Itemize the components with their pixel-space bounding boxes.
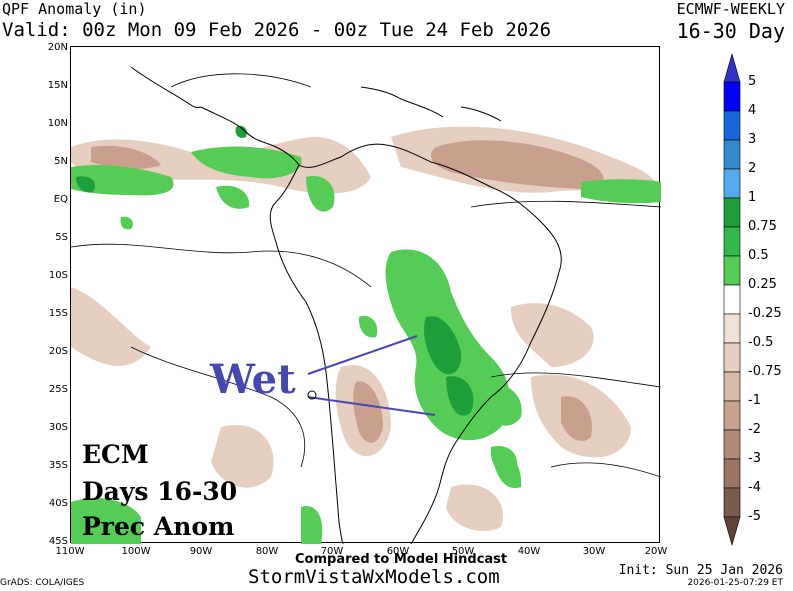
- lat-label: 20S: [48, 346, 68, 357]
- lat-label: 15S: [48, 308, 68, 319]
- forecast-range: 16-30 Day: [676, 19, 785, 43]
- init-time: Init: Sun 25 Jan 2026: [618, 563, 783, 578]
- hindcast-note: Compared to Model Hindcast: [295, 552, 508, 567]
- colorbar-tick-label: 3: [748, 132, 757, 147]
- colorbar-cell: [723, 400, 741, 431]
- colorbar-cap-top: [723, 52, 741, 83]
- colorbar-cell: [723, 458, 741, 489]
- colorbar-tick-label: -3: [748, 451, 761, 466]
- colorbar-cell: [723, 226, 741, 257]
- colorbar-cell: [723, 487, 741, 518]
- colorbar-tick-label: -0.25: [748, 306, 782, 321]
- colorbar-cell: [723, 139, 741, 170]
- colorbar: [723, 52, 741, 547]
- colorbar-cell: [723, 429, 741, 460]
- map-canvas: [71, 66, 661, 544]
- wet-annotation: Wet: [210, 356, 296, 403]
- lon-label: 110W: [55, 546, 85, 557]
- contour-lines: [71, 73, 661, 478]
- colorbar-cell: [723, 110, 741, 141]
- colorbar-cell: [723, 342, 741, 373]
- lon-label: 20W: [644, 546, 668, 557]
- colorbar-tick-label: -4: [748, 480, 761, 495]
- colorbar-tick-label: 0.75: [748, 219, 777, 234]
- overlay-days-label: Days 16-30: [82, 477, 238, 506]
- colorbar-tick-label: 0.25: [748, 277, 777, 292]
- lat-label: 5S: [55, 232, 68, 243]
- lon-label: 70W: [320, 546, 344, 557]
- colorbar-tick-label: 1: [748, 190, 757, 205]
- colorbar-tick-label: -2: [748, 422, 761, 437]
- colorbar-tick-label: 4: [748, 103, 757, 118]
- colorbar-tick-label: 5: [748, 74, 757, 89]
- lon-label: 60W: [386, 546, 410, 557]
- colorbar-tick-label: -0.5: [748, 335, 774, 350]
- lat-label: 40S: [48, 498, 68, 509]
- lat-label: 25S: [48, 384, 68, 395]
- colorbar-cell: [723, 371, 741, 402]
- colorbar-cap-bottom: [723, 516, 741, 547]
- colorbar-cell: [723, 81, 741, 112]
- lon-label: 100W: [121, 546, 151, 557]
- contour-zero-marker: [307, 390, 317, 400]
- lat-label: 5N: [54, 156, 68, 167]
- lat-label: 20N: [47, 42, 68, 53]
- colorbar-tick-label: -0.75: [748, 364, 782, 379]
- lon-label: 50W: [451, 546, 475, 557]
- lat-label: 45S: [48, 536, 68, 547]
- colorbar-tick-label: -1: [748, 393, 761, 408]
- lat-label: 30S: [48, 422, 68, 433]
- lon-label: 90W: [189, 546, 213, 557]
- lat-label: 10S: [48, 270, 68, 281]
- lon-label: 40W: [517, 546, 541, 557]
- colorbar-cell: [723, 313, 741, 344]
- lat-label: 10N: [47, 118, 68, 129]
- lat-label: EQ: [53, 194, 68, 205]
- overlay-field-label: Prec Anom: [82, 512, 235, 541]
- colorbar-cell: [723, 255, 741, 286]
- overlay-model-label: ECM: [82, 440, 149, 469]
- precip-anomaly-map: [70, 46, 661, 544]
- colorbar-cell: [723, 168, 741, 199]
- model-name: ECMWF-WEEKLY: [676, 0, 785, 18]
- coastlines: [130, 66, 562, 544]
- colorbar-tick-label: 0.5: [748, 248, 769, 263]
- site-name: StormVistaWxModels.com: [248, 566, 500, 588]
- lat-label: 35S: [48, 460, 68, 471]
- map-title: QPF Anomaly (in): [2, 0, 147, 18]
- valid-period: Valid: 00z Mon 09 Feb 2026 - 00z Tue 24 …: [2, 19, 552, 41]
- colorbar-cell: [723, 284, 741, 315]
- lat-label: 15N: [47, 80, 68, 91]
- lon-label: 80W: [255, 546, 279, 557]
- lon-label: 30W: [582, 546, 606, 557]
- wet-arrows: [307, 335, 436, 416]
- grads-credit: GrADS: COLA/IGES: [0, 578, 85, 588]
- strong-dry-shading: [91, 140, 604, 443]
- colorbar-tick-label: 2: [748, 161, 757, 176]
- colorbar-cell: [723, 197, 741, 228]
- colorbar-tick-label: -5: [748, 509, 761, 524]
- generated-timestamp: 2026-01-25-07:29 ET: [687, 578, 783, 588]
- strong-wet-shading: [76, 125, 474, 416]
